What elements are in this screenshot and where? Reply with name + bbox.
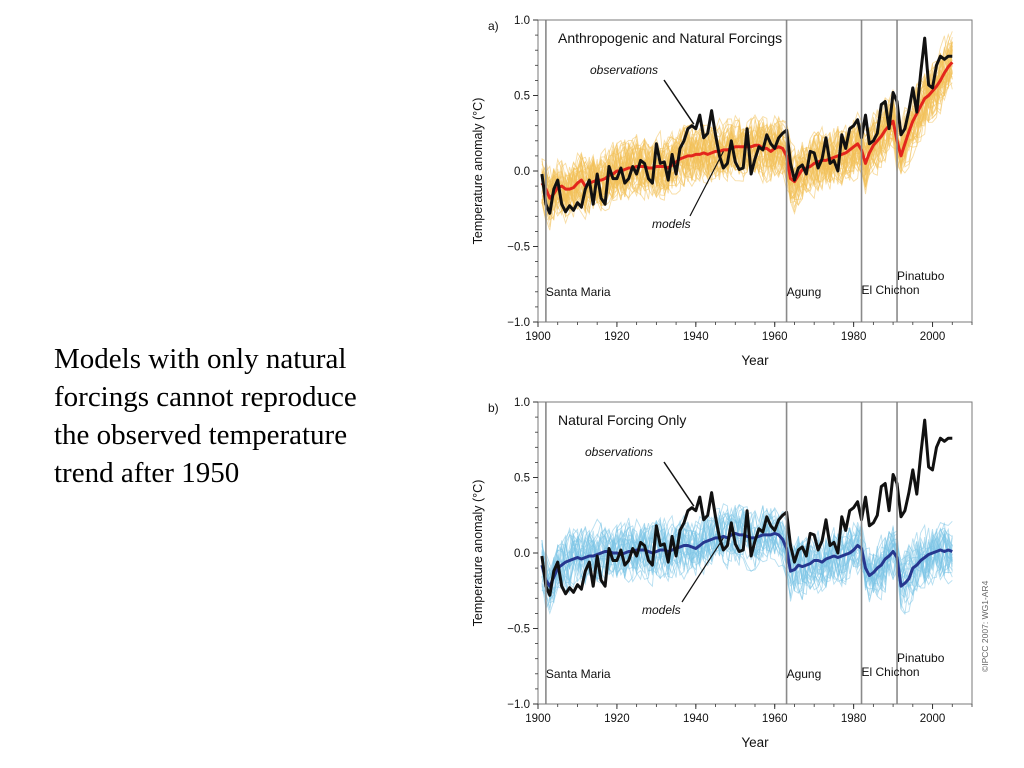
x-tick-label: 1900 [525, 713, 551, 725]
x-tick-label: 1940 [683, 331, 709, 343]
x-tick-label: 1940 [683, 713, 709, 725]
x-axis-label: Year [741, 353, 769, 368]
x-tick-label: 1960 [762, 331, 788, 343]
chart-title: Natural Forcing Only [558, 412, 686, 428]
annotation-models: models [642, 603, 681, 617]
y-tick-label: 0.5 [514, 91, 530, 103]
panel-a: 1.0 0.5 0.0 −0.5 −1.0 1900 1920 1940 1960 1980 200… [471, 15, 973, 368]
chart-title: Anthropogenic and Natural Forcings [558, 30, 782, 46]
panel-label: b) [488, 401, 499, 415]
ensemble-member-line [541, 510, 953, 599]
panel-label: a) [488, 19, 499, 33]
x-axis-label: Year [741, 735, 769, 750]
volcano-label: Pinatubo [897, 269, 945, 283]
ensemble-member-line [541, 515, 953, 598]
observations-line [540, 418, 953, 597]
x-tick-label: 1980 [841, 713, 867, 725]
ensemble-member-line [541, 73, 953, 212]
volcano-label: Agung [787, 667, 822, 681]
y-tick-label: −0.5 [507, 242, 530, 254]
y-tick-label: 0.5 [514, 473, 530, 485]
y-tick-label: 0.0 [514, 548, 530, 560]
observations-line [540, 36, 953, 215]
ensemble-member-line [541, 57, 953, 217]
y-tick-label: −0.5 [507, 624, 530, 636]
x-tick-label: 2000 [920, 713, 946, 725]
credit-text: ©IPCC 2007: WG1-AR4 [980, 580, 990, 672]
annotation-arrow [689, 151, 724, 217]
slide-text-line: forcings cannot reproduce [54, 381, 357, 413]
x-tick-label: 1920 [604, 713, 630, 725]
panel-b: 1.0 0.5 0.0 −0.5 −1.0 1900 1920 1940 1960 1980 200… [471, 397, 973, 750]
x-tick-label: 1980 [841, 331, 867, 343]
y-axis-label: Temperature anomaly (°C) [471, 98, 485, 245]
volcano-label: El Chichon [862, 665, 920, 679]
annotation-observations: observations [585, 445, 653, 459]
slide-body-text: Models with only natural forcings cannot… [54, 340, 434, 492]
annotation-models: models [652, 217, 691, 231]
ensemble-member-line [541, 505, 953, 600]
x-tick-label: 1920 [604, 331, 630, 343]
x-tick-label: 1900 [525, 331, 551, 343]
x-tick-label: 2000 [920, 331, 946, 343]
volcano-label: Agung [787, 285, 822, 299]
slide-text-line: the observed temperature [54, 419, 348, 451]
volcano-label: Santa Maria [546, 285, 611, 299]
y-tick-label: 1.0 [514, 397, 530, 409]
slide-text-line: trend after 1950 [54, 457, 240, 489]
y-axis-label: Temperature anomaly (°C) [471, 480, 485, 627]
ensemble-member-line [541, 517, 953, 604]
y-tick-label: 1.0 [514, 15, 530, 27]
volcano-label: Pinatubo [897, 651, 945, 665]
volcano-label: El Chichon [862, 283, 920, 297]
annotation-observations: observations [590, 63, 658, 77]
y-tick-label: 0.0 [514, 166, 530, 178]
annotation-arrow [663, 461, 695, 507]
volcano-label: Santa Maria [546, 667, 611, 681]
plot-area [540, 418, 953, 616]
slide-text-line: Models with only natural [54, 343, 347, 375]
annotation-arrow [681, 537, 724, 603]
y-tick-label: −1.0 [507, 317, 530, 329]
y-tick-label: −1.0 [507, 699, 530, 711]
plot-area [540, 31, 954, 231]
annotation-arrow [663, 79, 695, 125]
x-tick-label: 1960 [762, 713, 788, 725]
